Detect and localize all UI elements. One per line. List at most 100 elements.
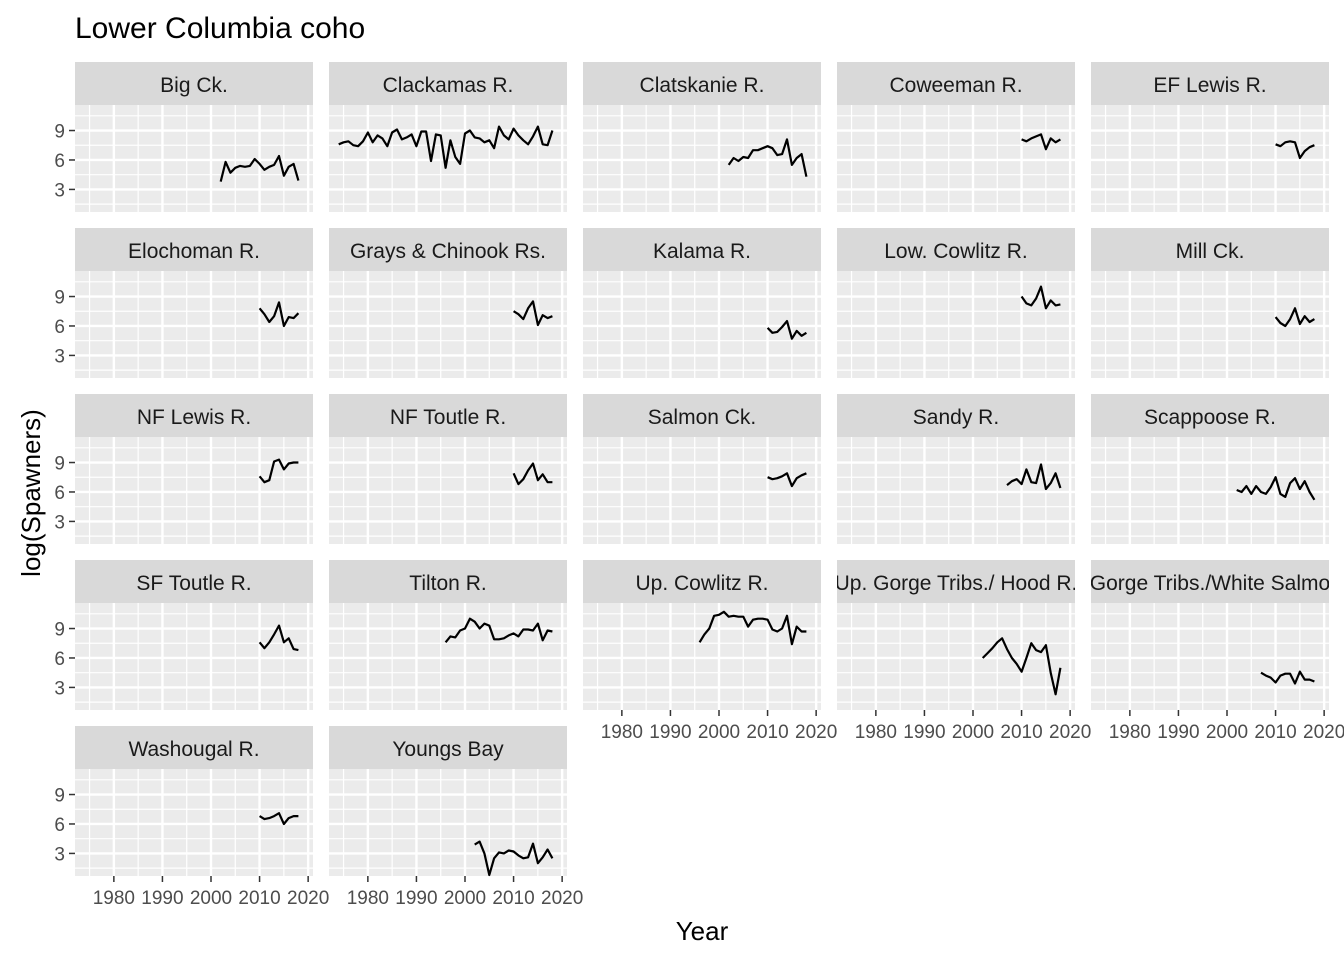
facet-strip bbox=[1091, 228, 1329, 271]
facet-panel: Clatskanie R. bbox=[583, 62, 821, 212]
x-tick-label: 1980 bbox=[855, 722, 897, 743]
y-tick-label: 3 bbox=[54, 180, 65, 201]
facet-strip-label: Big Ck. bbox=[160, 74, 228, 97]
y-tick-label: 6 bbox=[54, 649, 65, 670]
facet-panel: Washougal R. 3 6 9 1980 1990 2000 2010 2020 bbox=[54, 726, 329, 909]
facet-strip bbox=[75, 62, 313, 105]
series-line bbox=[766, 320, 807, 340]
facet-strip bbox=[1091, 560, 1329, 603]
y-tick-label: 6 bbox=[54, 483, 65, 504]
series-line bbox=[338, 125, 554, 169]
facet-panel: Grays & Chinook Rs. bbox=[329, 228, 567, 378]
series-line bbox=[981, 637, 1062, 696]
series-line bbox=[698, 610, 807, 646]
panel-background bbox=[329, 437, 567, 544]
y-tick-label: 3 bbox=[54, 346, 65, 367]
x-tick-label: 1980 bbox=[601, 722, 643, 743]
y-tick-label: 6 bbox=[54, 151, 65, 172]
facet-strip-label: Up. Gorge Tribs./ Hood R. bbox=[835, 572, 1078, 595]
series-line bbox=[1020, 285, 1061, 310]
facet-panel: Kalama R. bbox=[583, 228, 821, 378]
panel-background bbox=[329, 271, 567, 378]
y-tick-label: 9 bbox=[54, 620, 65, 641]
x-tick-label: 2010 bbox=[1254, 722, 1296, 743]
series-line bbox=[219, 154, 300, 182]
facet-panel: Low. Cowlitz R. bbox=[837, 228, 1075, 378]
facet-strip-label: Scappoose R. bbox=[1144, 406, 1276, 429]
series-line bbox=[1006, 463, 1062, 491]
x-tick-label: 2000 bbox=[1206, 722, 1248, 743]
panel-background bbox=[837, 105, 1075, 212]
facet-panel: Up. Gorge Tribs./White Salmon R. 1980 1990… bbox=[1051, 560, 1344, 743]
x-tick-label: 1980 bbox=[1109, 722, 1151, 743]
panel-background bbox=[75, 437, 313, 544]
facet-strip-label: Kalama R. bbox=[653, 240, 751, 263]
series-line bbox=[1260, 670, 1315, 685]
facet-strip bbox=[329, 62, 567, 105]
facet-strip-label: Coweeman R. bbox=[889, 74, 1022, 97]
facet-strip bbox=[75, 228, 313, 271]
panel-background bbox=[75, 603, 313, 710]
x-tick-label: 1990 bbox=[141, 888, 183, 909]
series-line bbox=[727, 138, 808, 177]
x-tick-label: 2010 bbox=[746, 722, 788, 743]
facet-panel: Big Ck. 3 6 9 bbox=[54, 62, 313, 212]
facet-panel: Salmon Ck. bbox=[583, 394, 821, 544]
facet-strip-label: Washougal R. bbox=[128, 738, 259, 761]
facet-panel: Youngs Bay 1980 1990 2000 2010 2020 bbox=[329, 726, 583, 909]
y-tick-label: 9 bbox=[54, 454, 65, 475]
x-tick-label: 2000 bbox=[444, 888, 486, 909]
panel-background bbox=[75, 769, 313, 876]
series-line bbox=[258, 624, 299, 652]
x-tick-label: 2020 bbox=[287, 888, 329, 909]
panel-background bbox=[837, 437, 1075, 544]
series-line bbox=[259, 812, 299, 826]
panel-background bbox=[837, 271, 1075, 378]
facet-panels: Big Ck. 3 6 9 Clackamas R. Clatskanie R. Cowee… bbox=[54, 62, 1344, 909]
panel-background bbox=[837, 603, 1075, 710]
x-tick-label: 2000 bbox=[190, 888, 232, 909]
facet-strip-label: Grays & Chinook Rs. bbox=[350, 240, 546, 263]
series-line bbox=[513, 300, 553, 327]
y-axis-title: log(Spawners) bbox=[16, 409, 46, 577]
facet-panel: Coweeman R. bbox=[837, 62, 1075, 212]
facet-strip-label: Up. Gorge Tribs./White Salmon R. bbox=[1051, 572, 1344, 595]
y-tick-label: 3 bbox=[54, 512, 65, 533]
x-tick-label: 2020 bbox=[795, 722, 837, 743]
series-line bbox=[1021, 133, 1061, 151]
facet-strip bbox=[329, 560, 567, 603]
series-line bbox=[258, 301, 300, 328]
facet-strip-label: Clatskanie R. bbox=[640, 74, 765, 97]
panel-background bbox=[329, 603, 567, 710]
x-tick-label: 2020 bbox=[541, 888, 583, 909]
y-tick-label: 9 bbox=[54, 288, 65, 309]
facet-strip-label: Elochoman R. bbox=[128, 240, 260, 263]
panel-background bbox=[1091, 105, 1329, 212]
y-tick-label: 3 bbox=[54, 844, 65, 865]
facet-strip bbox=[583, 560, 821, 603]
series-line bbox=[767, 472, 807, 488]
y-tick-label: 9 bbox=[54, 122, 65, 143]
facet-panel: Tilton R. bbox=[329, 560, 567, 710]
facet-strip bbox=[837, 228, 1075, 271]
x-tick-label: 1990 bbox=[649, 722, 691, 743]
facet-strip-label: Low. Cowlitz R. bbox=[884, 240, 1028, 263]
facet-strip bbox=[329, 726, 567, 769]
y-tick-label: 9 bbox=[54, 786, 65, 807]
facet-strip-label: Mill Ck. bbox=[1176, 240, 1245, 263]
facet-panel: EF Lewis R. bbox=[1091, 62, 1329, 212]
facet-strip bbox=[329, 228, 567, 271]
facet-strip-label: NF Lewis R. bbox=[137, 406, 251, 429]
series-line bbox=[1274, 307, 1315, 328]
facet-strip-label: Sandy R. bbox=[913, 406, 999, 429]
panel-background bbox=[75, 271, 313, 378]
facet-strip bbox=[75, 394, 313, 437]
facet-strip-label: Up. Cowlitz R. bbox=[635, 572, 768, 595]
facet-strip-label: SF Toutle R. bbox=[136, 572, 251, 595]
facet-strip-label: Salmon Ck. bbox=[648, 406, 757, 429]
facet-strip-label: EF Lewis R. bbox=[1153, 74, 1266, 97]
facet-panel: Mill Ck. bbox=[1091, 228, 1329, 378]
x-tick-label: 1990 bbox=[1157, 722, 1199, 743]
y-tick-label: 3 bbox=[54, 678, 65, 699]
